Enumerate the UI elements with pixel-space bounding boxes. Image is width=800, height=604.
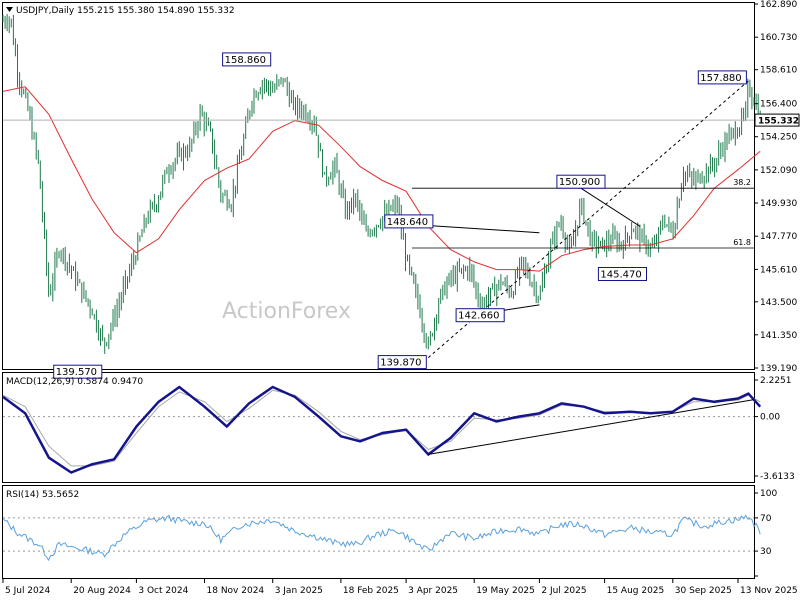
macd-label: MACD(12,26,9) 0.5874 0.9470 bbox=[6, 377, 143, 387]
price-tick-label: 139.190 bbox=[760, 364, 797, 374]
macd-layer bbox=[2, 385, 762, 474]
trendline bbox=[427, 80, 749, 358]
price-tick-label: 147.770 bbox=[760, 232, 797, 242]
price-tick-label: 141.350 bbox=[760, 331, 797, 341]
date-tick-label: 13 Nov 2025 bbox=[740, 586, 798, 596]
date-tick-label: 18 Feb 2025 bbox=[343, 586, 399, 596]
date-tick-label: 20 Aug 2024 bbox=[73, 586, 131, 596]
date-tick-label: 30 Sep 2025 bbox=[675, 586, 732, 596]
callout-label: 145.470 bbox=[600, 270, 641, 281]
callout-box bbox=[384, 214, 434, 229]
price-tick-label: 154.250 bbox=[760, 133, 797, 143]
chart-header: USDJPY,Daily 155.215 155.380 154.890 155… bbox=[16, 6, 235, 16]
date-tick-label: 3 Oct 2024 bbox=[138, 586, 188, 596]
price-tick-label: 158.610 bbox=[760, 66, 797, 76]
callout-label: 158.860 bbox=[225, 55, 266, 66]
candles bbox=[2, 14, 761, 354]
macd-main-line bbox=[2, 385, 762, 474]
callout-box bbox=[697, 70, 747, 85]
date-tick-label: 18 Nov 2024 bbox=[207, 586, 265, 596]
callout-box bbox=[222, 52, 272, 67]
callout-box bbox=[556, 174, 606, 189]
macd-trendline bbox=[428, 399, 755, 455]
callout-box bbox=[377, 355, 427, 370]
price-tick-label: 149.930 bbox=[760, 199, 797, 209]
rsi-label: RSI(14) 53.5652 bbox=[6, 490, 79, 500]
date-tick-label: 15 Aug 2025 bbox=[607, 586, 665, 596]
callout-box bbox=[53, 364, 103, 379]
price-tick-label: 156.400 bbox=[760, 100, 797, 110]
price-tick-label: 160.730 bbox=[760, 33, 797, 43]
rsi-tick-label: 100 bbox=[760, 489, 777, 499]
callout-label: 142.660 bbox=[458, 311, 499, 322]
callout-label: 150.900 bbox=[559, 177, 600, 188]
rsi-layer bbox=[2, 514, 761, 562]
date-tick-label: 19 May 2025 bbox=[476, 586, 535, 596]
callout-label: 139.570 bbox=[56, 367, 97, 378]
date-tick-label: 5 Jul 2024 bbox=[5, 586, 50, 596]
rsi-line bbox=[2, 514, 761, 562]
last-price-label: 155.332 bbox=[758, 117, 799, 127]
callout-box bbox=[597, 267, 648, 281]
date-tick-label: 3 Jan 2025 bbox=[275, 586, 323, 596]
dropdown-triangle-icon[interactable] bbox=[6, 7, 13, 12]
callout-box bbox=[455, 308, 505, 323]
price-tick-label: 152.090 bbox=[760, 166, 797, 176]
fib-level-label: 38.2 bbox=[733, 178, 751, 187]
price-tick-label: 143.500 bbox=[760, 298, 797, 308]
macd-tick-label: 0.00 bbox=[760, 413, 780, 423]
watermark: ActionForex bbox=[222, 299, 351, 324]
price-tick-label: 162.890 bbox=[760, 0, 797, 10]
price-tick-label: 145.610 bbox=[760, 265, 797, 275]
trendline bbox=[580, 187, 641, 227]
callout-label: 148.640 bbox=[387, 217, 428, 228]
fib-level-label: 61.8 bbox=[733, 238, 751, 247]
macd-pane bbox=[2, 372, 755, 483]
date-tick-label: 3 Apr 2025 bbox=[408, 586, 458, 596]
callout-label: 157.880 bbox=[700, 73, 741, 84]
macd-tick-label: 2.2251 bbox=[760, 376, 792, 386]
last-price-marker bbox=[754, 113, 800, 127]
callout-label: 139.870 bbox=[380, 358, 421, 369]
macd-tick-label: -3.6133 bbox=[760, 472, 795, 482]
rsi-tick-label: 70 bbox=[760, 514, 772, 524]
rsi-tick-label: 30 bbox=[760, 547, 772, 557]
price-pane bbox=[2, 2, 755, 370]
date-tick-label: 2 Jul 2025 bbox=[541, 586, 586, 596]
moving-average-line bbox=[2, 86, 761, 272]
price-layer: 38.2 61.8 158.860 139.570 148.640 139.870 142.… bbox=[2, 14, 761, 379]
